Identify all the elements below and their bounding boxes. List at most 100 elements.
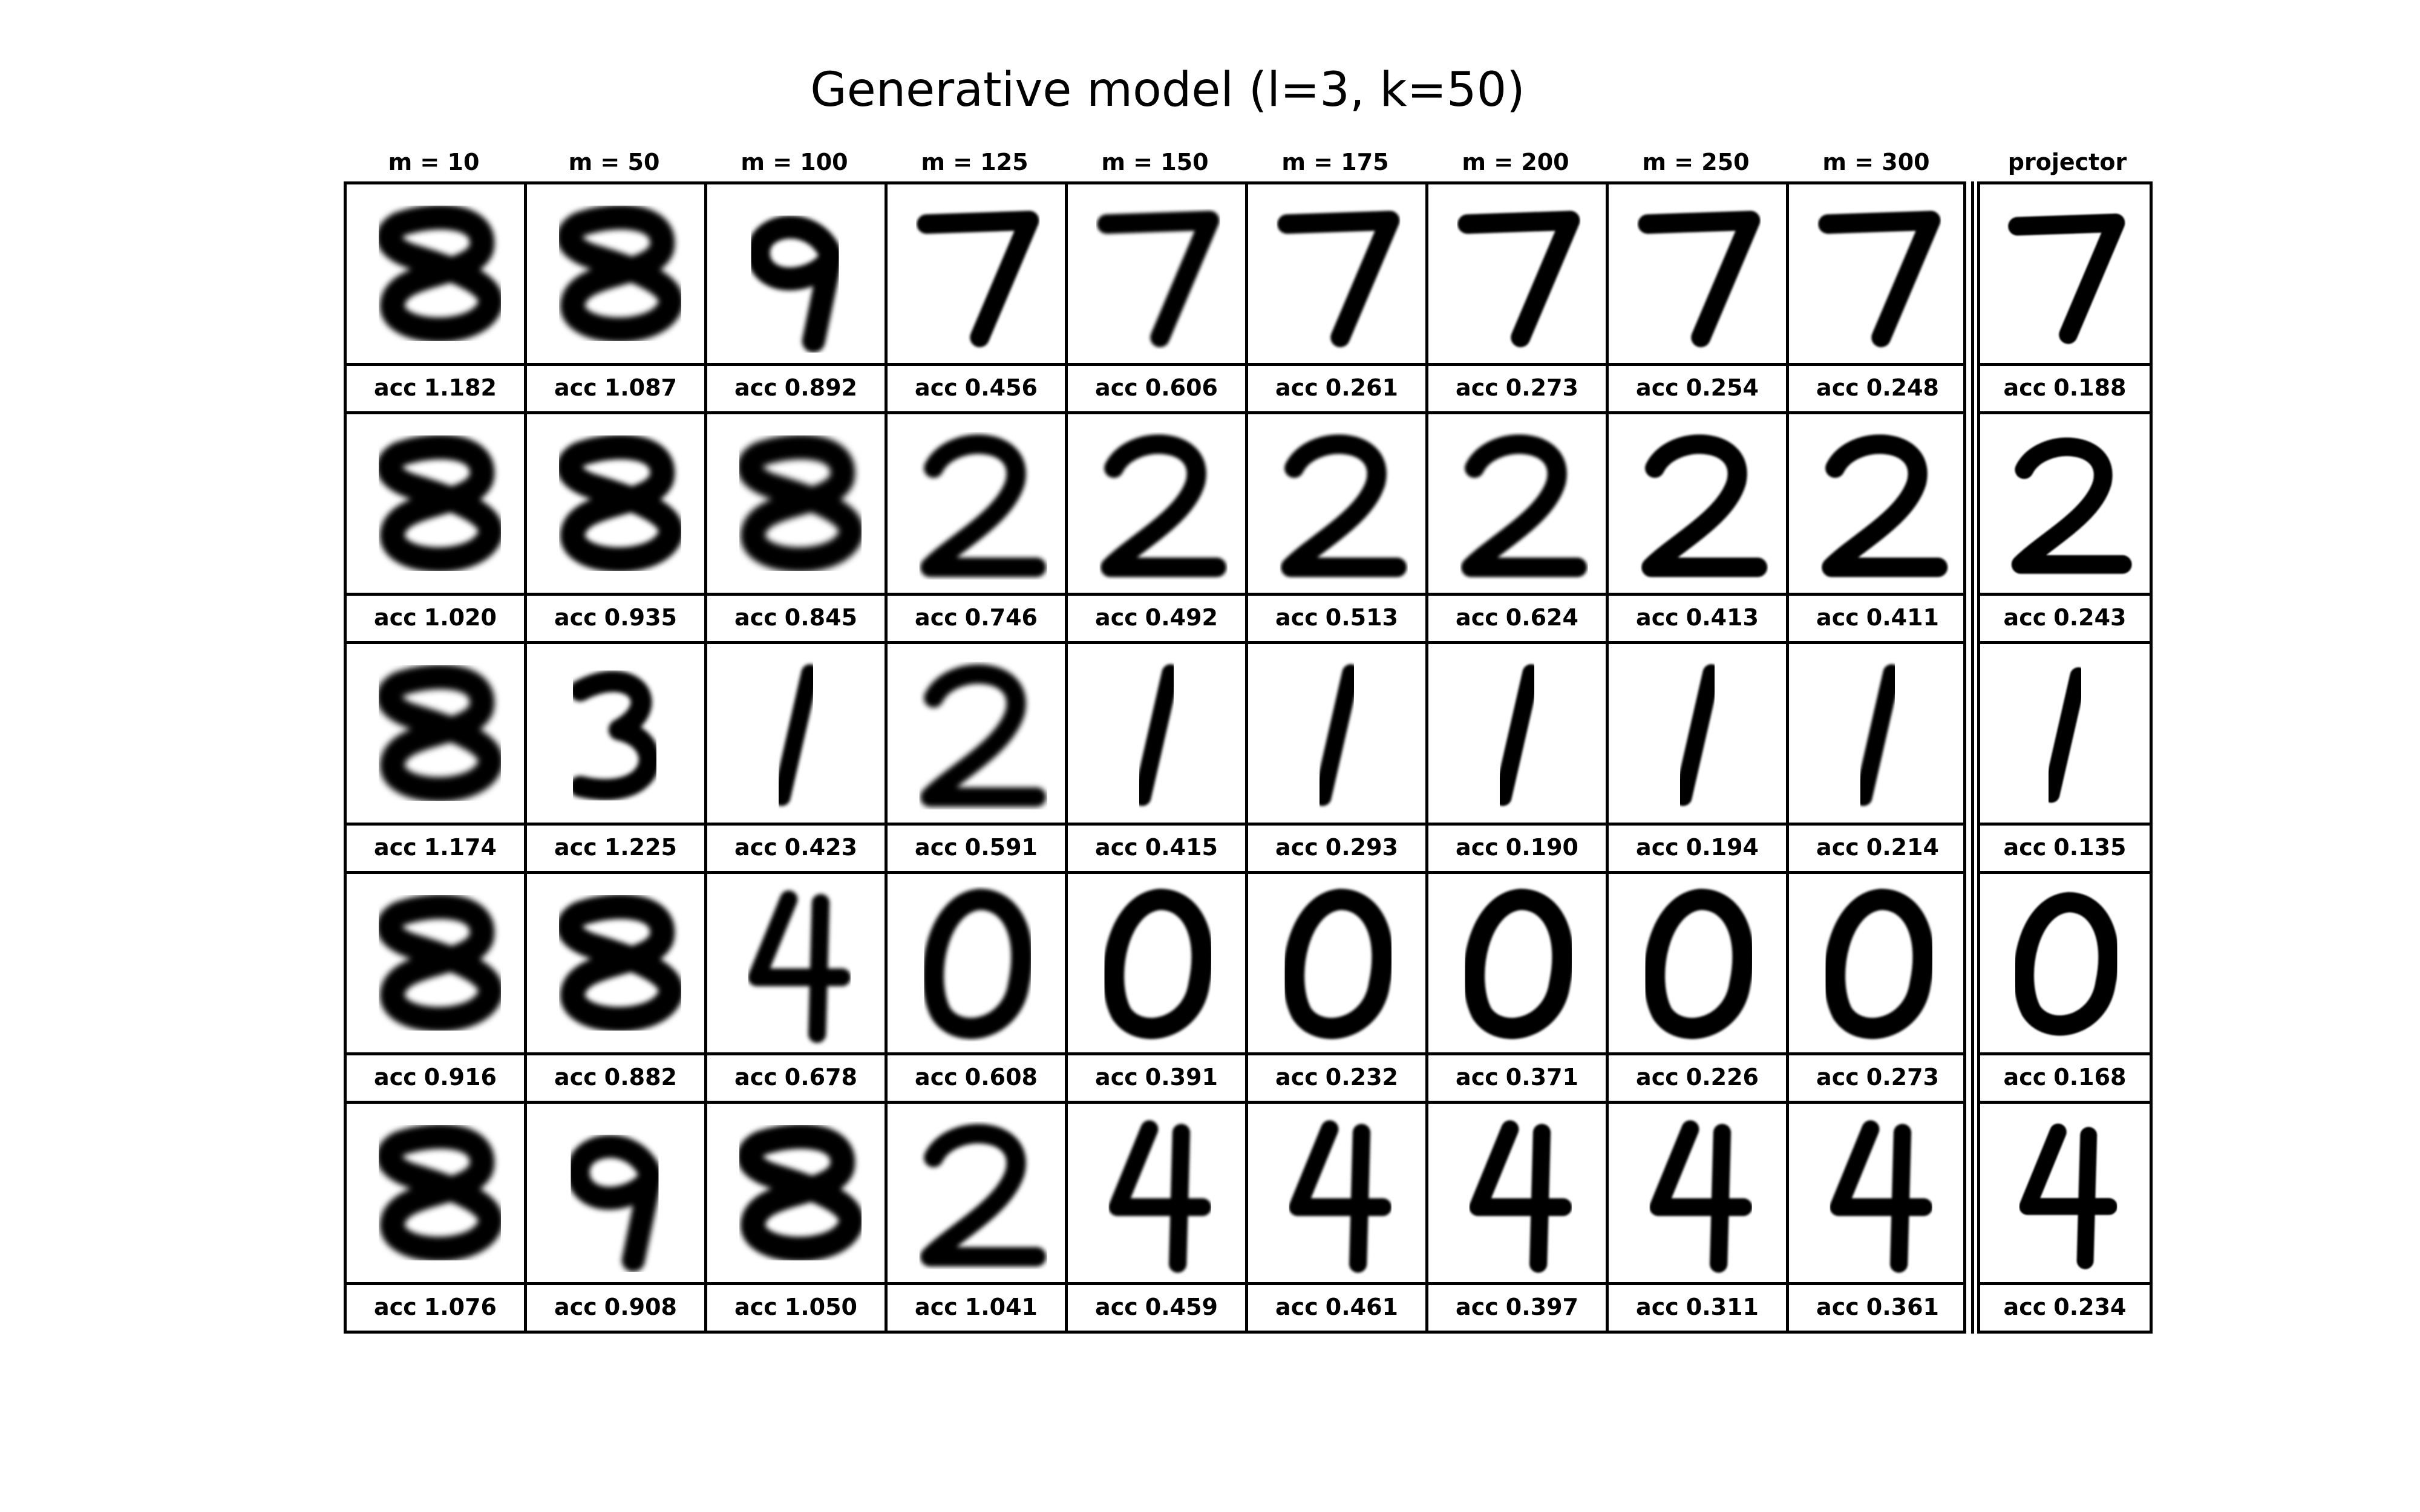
- acc-prefix: acc: [1275, 604, 1318, 631]
- digit-image-svg: [773, 664, 819, 806]
- acc-label: acc 1.087: [527, 365, 704, 411]
- digit-stroke: [376, 894, 503, 1032]
- acc-value: 0.606: [1145, 374, 1218, 401]
- column-header: m = 100: [741, 149, 848, 175]
- digit-image: [347, 414, 524, 596]
- digit-cell: acc 0.311: [1606, 1101, 1789, 1334]
- digit-stroke: [917, 210, 1039, 348]
- digit-cell: acc 0.226: [1606, 871, 1789, 1104]
- acc-prefix: acc: [374, 374, 417, 401]
- acc-label: acc 0.188: [1980, 365, 2150, 411]
- digit-image: [1789, 644, 1966, 826]
- acc-prefix: acc: [734, 604, 777, 631]
- acc-prefix: acc: [554, 1064, 597, 1090]
- acc-value: 0.311: [1686, 1294, 1759, 1320]
- digit-stroke: [1674, 664, 1721, 806]
- digit-image: [1980, 1104, 2150, 1285]
- acc-value: 0.411: [1866, 604, 1939, 631]
- digit-image-svg: [2019, 1123, 2118, 1269]
- acc-label: acc 0.513: [1248, 595, 1425, 641]
- digit-image: [1789, 414, 1966, 596]
- digit-cell: acc 0.916: [344, 871, 527, 1104]
- digit-stroke: [1529, 1124, 1551, 1273]
- digit-image-svg: [376, 664, 503, 802]
- digit-stroke: [1169, 1124, 1191, 1273]
- acc-value: 0.882: [604, 1064, 677, 1090]
- digit-cell: acc 0.591: [885, 641, 1068, 874]
- acc-label: acc 0.361: [1789, 1284, 1966, 1331]
- acc-value: 0.459: [1145, 1294, 1218, 1320]
- digit-stroke: [1644, 888, 1754, 1039]
- acc-label: acc 0.168: [1980, 1054, 2150, 1101]
- digit-image-svg: [1494, 664, 1540, 806]
- digit-image-svg: [1100, 434, 1227, 578]
- digit-stroke: [1710, 1124, 1732, 1273]
- acc-prefix: acc: [1095, 834, 1138, 861]
- acc-value: 0.423: [784, 834, 857, 861]
- acc-label: acc 0.413: [1609, 595, 1786, 641]
- digit-image-svg: [1097, 210, 1220, 348]
- digit-cell: acc 0.608: [885, 871, 1068, 1104]
- acc-prefix: acc: [1636, 374, 1679, 401]
- digit-cell: acc 0.461: [1245, 1101, 1428, 1334]
- acc-label: acc 0.397: [1428, 1284, 1606, 1331]
- acc-value: 0.188: [2053, 374, 2127, 401]
- digit-image-svg: [1103, 888, 1213, 1039]
- digit-image-svg: [1854, 664, 1901, 806]
- digit-image: [888, 874, 1065, 1055]
- acc-value: 0.248: [1866, 374, 1939, 401]
- digit-image: [888, 184, 1065, 366]
- acc-label: acc 0.423: [707, 824, 885, 871]
- acc-prefix: acc: [1456, 604, 1499, 631]
- digit-image: [1980, 644, 2150, 826]
- digit-image-svg: [1313, 664, 1360, 806]
- acc-label: acc 0.261: [1248, 365, 1425, 411]
- digit-cell: acc 0.273: [1786, 871, 1969, 1104]
- digit-stroke: [737, 434, 864, 572]
- digit-cell: acc 0.492: [1065, 411, 1248, 644]
- digit-cell: acc 0.361: [1786, 1101, 1969, 1334]
- digit-image-svg: [1277, 210, 1400, 348]
- digit-cell: acc 0.391: [1065, 871, 1248, 1104]
- digit-image: [1980, 414, 2150, 596]
- acc-label: acc 0.492: [1068, 595, 1245, 641]
- digit-cell: acc 1.182: [344, 181, 527, 414]
- acc-value: 0.135: [2053, 834, 2127, 861]
- figure-title: Generative model (l=3, k=50): [810, 63, 1525, 117]
- acc-label: acc 0.311: [1609, 1284, 1786, 1331]
- digit-image: [1789, 184, 1966, 366]
- acc-value: 0.892: [784, 374, 857, 401]
- digit-image-svg: [1283, 888, 1393, 1039]
- digit-stroke: [1277, 210, 1400, 348]
- acc-label: acc 1.225: [527, 824, 704, 871]
- acc-label: acc 0.845: [707, 595, 885, 641]
- digit-stroke: [1133, 664, 1180, 806]
- digit-image: [527, 644, 704, 826]
- digit-cell: acc 0.188: [1977, 181, 2153, 414]
- digit-image: [347, 874, 524, 1055]
- acc-label: acc 0.243: [1980, 595, 2150, 641]
- digit-image: [707, 1104, 885, 1285]
- digit-stroke: [920, 434, 1047, 578]
- digit-image: [1428, 874, 1606, 1055]
- acc-label: acc 0.254: [1609, 365, 1786, 411]
- acc-label: acc 0.411: [1789, 595, 1966, 641]
- column-header: m = 175: [1281, 149, 1389, 175]
- acc-prefix: acc: [374, 1294, 417, 1320]
- digit-cell: acc 0.845: [704, 411, 888, 644]
- acc-label: acc 0.456: [888, 365, 1065, 411]
- digit-image-svg: [920, 664, 1047, 807]
- digit-cell: acc 1.174: [344, 641, 527, 874]
- digit-stroke: [920, 664, 1047, 807]
- digit-image: [1980, 184, 2150, 366]
- acc-label: acc 0.226: [1609, 1054, 1786, 1101]
- digit-image-svg: [566, 1135, 663, 1272]
- acc-value: 0.273: [1866, 1064, 1939, 1090]
- digit-image-svg: [1649, 1120, 1753, 1273]
- acc-value: 1.182: [424, 374, 497, 401]
- acc-value: 0.397: [1505, 1294, 1578, 1320]
- digit-cell: acc 0.624: [1425, 411, 1609, 644]
- acc-value: 1.076: [424, 1294, 497, 1320]
- digit-cell: acc 0.371: [1425, 871, 1609, 1104]
- digit-image-svg: [1824, 888, 1934, 1039]
